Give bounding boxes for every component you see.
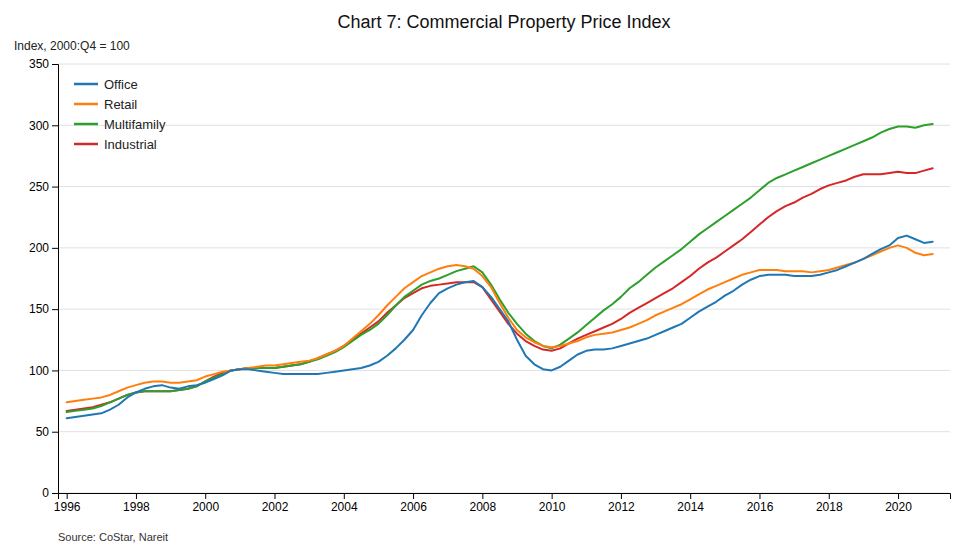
x-tick: 2004 <box>331 493 358 514</box>
annotation: Source: CoStar, Nareit <box>58 531 168 543</box>
grid-line <box>58 125 950 126</box>
x-tick: 2012 <box>608 493 635 514</box>
series-line <box>67 245 933 402</box>
y-tick: 0 <box>42 486 58 500</box>
x-tick-mark <box>344 493 345 499</box>
x-tick-label: 2008 <box>469 500 496 514</box>
title: Chart 7: Commercial Property Price Index <box>337 12 670 32</box>
series-line <box>67 168 933 411</box>
x-tick-label: 2004 <box>331 500 358 514</box>
y-tick: 200 <box>29 241 58 255</box>
x-tick: 2008 <box>469 493 496 514</box>
legend-swatch <box>74 103 98 106</box>
grid-line <box>58 64 950 65</box>
y-tick-mark <box>52 309 58 310</box>
grid-line <box>58 247 950 248</box>
x-tick-mark <box>552 493 553 499</box>
x-tick: 2014 <box>677 493 704 514</box>
y-tick-mark <box>52 432 58 433</box>
lines <box>67 124 933 418</box>
x-axis-line <box>59 494 951 500</box>
legend-item: Industrial <box>74 137 157 152</box>
y-tick: 300 <box>29 119 58 133</box>
x-tick-label: 2014 <box>677 500 704 514</box>
x-axis: 1996 1998 2000 2002 2004 2006 2008 2010 2012 2014… <box>54 493 951 514</box>
legend-swatch <box>74 143 98 146</box>
x-tick-mark <box>829 493 830 499</box>
y-tick-label: 350 <box>29 57 49 71</box>
legend-item: Multifamily <box>74 117 166 132</box>
y-tick: 250 <box>29 180 58 194</box>
x-tick-mark <box>413 493 414 499</box>
legend-swatch <box>74 83 98 86</box>
x-tick-label: 1996 <box>54 500 81 514</box>
x-tick-label: 2006 <box>400 500 427 514</box>
y-tick-label: 50 <box>36 425 50 439</box>
series-line <box>67 124 933 412</box>
y-tick-mark <box>52 493 58 494</box>
x-tick-label: 1998 <box>123 500 150 514</box>
x-tick: 2018 <box>816 493 843 514</box>
chart: 1996199820002002200420062008201020122014… <box>0 0 980 551</box>
y-tick-label: 150 <box>29 302 49 316</box>
x-tick: 1996 <box>54 493 81 514</box>
y-tick-label: 200 <box>29 241 49 255</box>
legend: Office Retail Multifamily Industrial <box>74 77 166 152</box>
y-tick: 150 <box>29 302 58 316</box>
x-tick-label: 2018 <box>816 500 843 514</box>
x-tick-label: 2016 <box>747 500 774 514</box>
x-tick-label: 2010 <box>539 500 566 514</box>
legend-item: Retail <box>74 97 137 112</box>
grid-line <box>58 186 950 187</box>
x-tick-label: 2012 <box>608 500 635 514</box>
x-tick-mark <box>275 493 276 499</box>
x-tick: 2020 <box>885 493 912 514</box>
x-tick-mark <box>621 493 622 499</box>
y-tick-label: 0 <box>42 486 49 500</box>
x-tick: 2010 <box>539 493 566 514</box>
x-tick: 2016 <box>747 493 774 514</box>
y-tick-label: 250 <box>29 180 49 194</box>
y-tick-label: 100 <box>29 364 49 378</box>
x-tick: 1998 <box>123 493 150 514</box>
legend-label: Multifamily <box>104 117 166 132</box>
x-tick-mark <box>136 493 137 499</box>
legend-label: Industrial <box>104 137 157 152</box>
x-tick-label: 2002 <box>262 500 289 514</box>
y-tick-mark <box>52 64 58 65</box>
x-tick-mark <box>67 493 68 499</box>
x-tick-mark <box>898 493 899 499</box>
legend-label: Office <box>104 77 138 92</box>
y-tick: 100 <box>29 364 58 378</box>
x-tick-mark <box>690 493 691 499</box>
x-tick-mark <box>205 493 206 499</box>
x-tick-label: 2020 <box>885 500 912 514</box>
plot: 1996199820002002200420062008201020122014… <box>29 57 951 513</box>
y-tick: 50 <box>36 425 58 439</box>
x-tick: 2000 <box>192 493 219 514</box>
grid-line <box>58 431 950 432</box>
y-tick: 350 <box>29 57 58 71</box>
x-tick: 2002 <box>262 493 289 514</box>
legend-label: Retail <box>104 97 137 112</box>
grid <box>58 64 950 493</box>
y-tick-mark <box>52 370 58 371</box>
series-line <box>67 236 933 419</box>
y-tick-mark <box>52 248 58 249</box>
x-tick-mark <box>759 493 760 499</box>
x-tick: 2006 <box>400 493 427 514</box>
y-tick-label: 300 <box>29 119 49 133</box>
y-axis-title: Index, 2000:Q4 = 100 <box>14 39 130 53</box>
y-tick-mark <box>52 187 58 188</box>
y-tick-mark <box>52 125 58 126</box>
y-axis-line <box>52 65 59 494</box>
x-tick-label: 2000 <box>192 500 219 514</box>
grid-line <box>58 370 950 371</box>
x-tick-mark <box>482 493 483 499</box>
y-axis: 0 50 100 150 200 250 300 350 <box>29 57 59 500</box>
legend-swatch <box>74 123 98 126</box>
legend-item: Office <box>74 77 138 92</box>
